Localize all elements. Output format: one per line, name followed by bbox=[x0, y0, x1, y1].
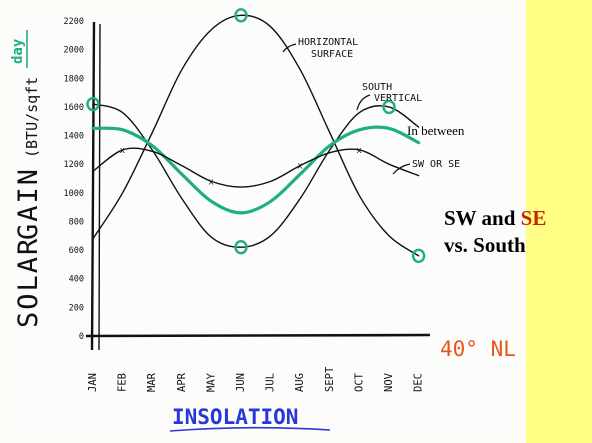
y-label-unit-day: day bbox=[10, 38, 26, 64]
y-tick-label: 1000 bbox=[64, 189, 84, 199]
horizontal-surface-pointer bbox=[282, 43, 297, 53]
y-label-solar: SOLAR bbox=[13, 237, 44, 328]
series-markers: x x x x bbox=[86, 8, 426, 264]
x-marker: x bbox=[208, 177, 214, 187]
in-between-label: In between bbox=[407, 123, 465, 138]
y-axis-label: SOLAR GAIN (BTU/sqft day bbox=[10, 30, 44, 328]
x-tick-labels: JAN FEB MAR APR MAY JUN JUL AUG SEPT OCT NOV DEC bbox=[87, 366, 425, 392]
x-axis bbox=[85, 333, 431, 338]
x-tick-label: JAN bbox=[87, 373, 99, 392]
x-tick-label: SEPT bbox=[324, 366, 336, 392]
horizontal-surface-label-2: SURFACE bbox=[311, 49, 353, 60]
x-tick-label: MAR bbox=[146, 372, 158, 392]
y-tick-label: 400 bbox=[69, 275, 84, 285]
x-tick-label: JUL bbox=[265, 373, 277, 392]
highlight-marker bbox=[234, 240, 248, 255]
y-tick-label: 1400 bbox=[64, 132, 84, 142]
south-vertical-pointer bbox=[356, 94, 371, 111]
x-tick-label: MAY bbox=[205, 372, 217, 392]
slide-caption: SW and SE vs. South bbox=[444, 205, 584, 259]
series-line-1 bbox=[92, 103, 420, 248]
y-tick-label: 1800 bbox=[64, 74, 84, 84]
chart-title: INSOLATION bbox=[172, 405, 298, 429]
south-vertical-label-2: VERTICAL bbox=[374, 93, 422, 104]
caption-se: SE bbox=[520, 206, 547, 230]
x-tick-label: OCT bbox=[353, 372, 365, 392]
y-tick-label: 800 bbox=[69, 217, 84, 227]
y-tick-label: 1600 bbox=[64, 103, 84, 113]
highlight-marker bbox=[86, 96, 100, 112]
x-marker: x bbox=[120, 146, 126, 156]
side-panel bbox=[526, 0, 592, 443]
y-tick-label: 2200 bbox=[64, 17, 84, 27]
x-tick-label: JUN bbox=[235, 373, 247, 392]
sw-se-label: SW OR SE bbox=[412, 159, 460, 170]
series-line-3 bbox=[92, 147, 420, 188]
x-tick-label: APR bbox=[176, 372, 188, 392]
x-tick-label: DEC bbox=[413, 373, 425, 392]
series-line-2 bbox=[91, 125, 421, 215]
y-tick-label: 200 bbox=[69, 303, 84, 313]
chart-title-underline bbox=[169, 426, 331, 432]
y-tick-label: 600 bbox=[69, 246, 84, 256]
caption-line-2: vs. South bbox=[444, 233, 526, 257]
x-tick-label: FEB bbox=[117, 373, 129, 392]
sw-se-pointer bbox=[392, 163, 411, 175]
series-lines bbox=[91, 14, 421, 257]
annotations: HORIZONTAL SURFACE SOUTH VERTICAL In bet… bbox=[169, 37, 516, 432]
x-tick-label: AUG bbox=[294, 373, 306, 392]
y-tick-label: 2000 bbox=[64, 46, 84, 56]
series-line-0 bbox=[92, 14, 420, 257]
horizontal-surface-label-1: HORIZONTAL bbox=[298, 37, 358, 48]
caption-sw-and: SW and bbox=[444, 206, 521, 230]
x-marker: x bbox=[356, 146, 362, 156]
y-axis bbox=[90, 21, 96, 351]
y-axis-double bbox=[98, 23, 101, 351]
south-vertical-label-1: SOUTH bbox=[362, 82, 392, 93]
y-tick-labels: 0 200 400 600 800 1000 1200 1400 1600 1800 2000 220… bbox=[64, 17, 84, 342]
caption-line-1: SW and SE bbox=[444, 205, 584, 232]
y-tick-label: 1200 bbox=[64, 160, 84, 170]
highlight-marker bbox=[234, 8, 248, 23]
highlight-marker bbox=[382, 99, 396, 115]
x-marker: x bbox=[297, 162, 303, 172]
y-tick-label: 0 bbox=[79, 332, 84, 342]
x-tick-label: NOV bbox=[383, 372, 395, 392]
y-label-units: (BTU/sqft bbox=[23, 77, 41, 158]
latitude-label: 40° NL bbox=[440, 337, 516, 361]
y-label-gain: GAIN bbox=[13, 167, 44, 240]
highlight-marker bbox=[411, 248, 426, 264]
